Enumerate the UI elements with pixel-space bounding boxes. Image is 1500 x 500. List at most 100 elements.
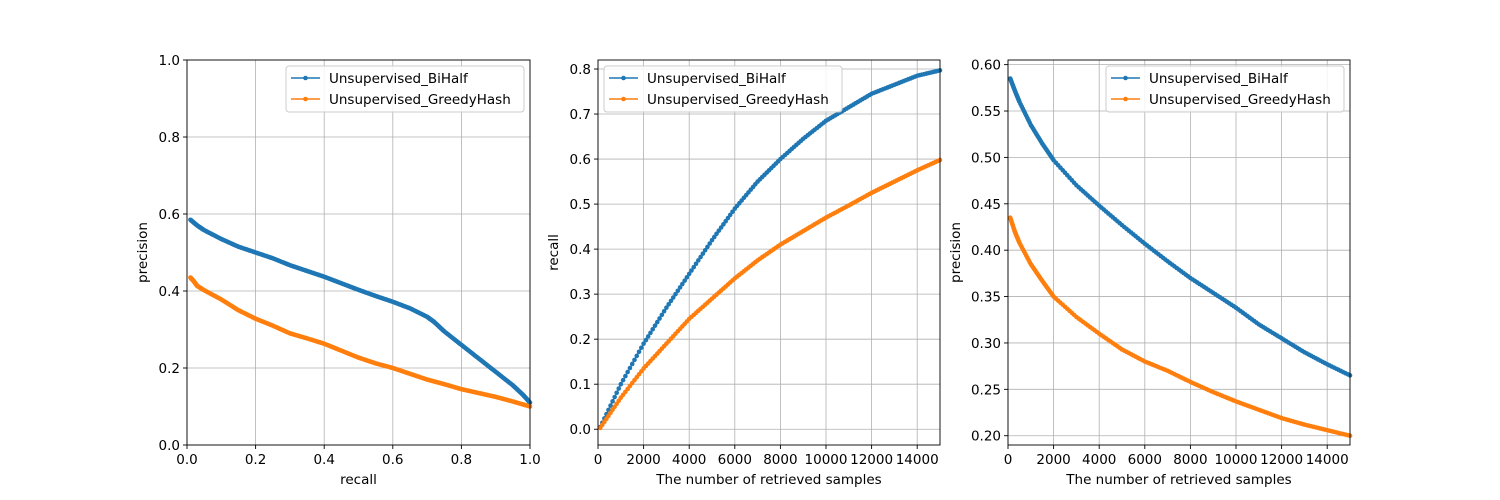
data-point xyxy=(632,357,637,363)
legend-marker xyxy=(621,96,626,102)
data-point xyxy=(668,298,674,304)
series-line xyxy=(599,69,941,428)
x-axis-label: The number of retrieved samples xyxy=(655,472,881,488)
data-point xyxy=(721,222,726,227)
data-point xyxy=(686,271,692,277)
series-greedyhash xyxy=(1007,215,1353,439)
y-tick-label: 0.25 xyxy=(971,382,1001,398)
legend-label: Unsupervised_BiHalf xyxy=(329,71,469,87)
legend: Unsupervised_BiHalf Unsupervised_GreedyHa… xyxy=(285,65,525,113)
y-tick-label: 0.55 xyxy=(971,104,1001,120)
data-point xyxy=(666,301,671,307)
y-tick-label: 0.30 xyxy=(971,336,1001,352)
data-point xyxy=(620,377,626,383)
x-tick-label: 6000 xyxy=(1128,452,1162,468)
y-tick-label: 0.4 xyxy=(570,242,591,258)
y-axis-label: recall xyxy=(546,234,562,271)
legend-marker xyxy=(621,75,626,81)
legend-label: Unsupervised_GreedyHash xyxy=(647,92,829,108)
data-point xyxy=(684,274,690,280)
x-tick-label: 0 xyxy=(594,452,603,468)
y-tick-label: 0.0 xyxy=(570,422,591,438)
axes-frame xyxy=(186,59,531,446)
x-tick-label: 8000 xyxy=(1173,452,1207,468)
x-tick-label: 10000 xyxy=(1215,452,1258,468)
y-tick-label: 0.4 xyxy=(159,284,180,300)
legend-marker xyxy=(1123,75,1128,81)
y-tick-label: 0.3 xyxy=(570,287,591,303)
data-point xyxy=(677,285,683,290)
x-tick-label: 14000 xyxy=(1306,452,1349,468)
data-point xyxy=(680,281,685,287)
x-tick-label: 10000 xyxy=(805,452,848,468)
legend-marker xyxy=(1123,96,1128,102)
series-bihalf xyxy=(188,217,533,405)
data-point xyxy=(614,390,619,396)
x-tick-label: 8000 xyxy=(763,452,797,468)
data-point xyxy=(612,394,617,400)
data-point xyxy=(673,291,678,297)
y-tick-label: 0.2 xyxy=(159,361,180,377)
y-tick-label: 0.20 xyxy=(971,429,1001,445)
legend-marker xyxy=(303,75,308,81)
x-tick-label: 4000 xyxy=(672,452,706,468)
data-point xyxy=(608,403,613,408)
data-point xyxy=(709,237,715,243)
chart-panel-2: 0 2000 4000 6000 8000 10000 12000 14000 0.0 0.1 0.… xyxy=(546,59,943,488)
y-tick-label: 0.2 xyxy=(570,332,591,348)
data-point xyxy=(670,295,676,300)
x-axis-label: recall xyxy=(340,472,377,488)
series-bihalf xyxy=(1007,76,1353,378)
legend-label: Unsupervised_BiHalf xyxy=(647,71,787,87)
y-tick-label: 0.5 xyxy=(570,197,591,213)
data-point xyxy=(705,244,710,250)
x-tick-label: 2000 xyxy=(1036,452,1070,468)
y-tick-label: 0.7 xyxy=(570,107,591,123)
y-tick-label: 0.45 xyxy=(971,197,1001,213)
y-tick-label: 0.60 xyxy=(971,58,1001,74)
x-tick-label: 0.6 xyxy=(382,452,403,468)
data-point xyxy=(625,369,630,375)
y-tick-label: 0.40 xyxy=(971,243,1001,259)
data-point xyxy=(641,341,646,346)
x-tick-label: 4000 xyxy=(1082,452,1116,468)
data-point xyxy=(654,319,660,325)
data-point xyxy=(652,323,658,328)
y-tick-label: 1.0 xyxy=(159,53,180,69)
x-tick-label: 0.4 xyxy=(313,452,334,468)
y-tick-label: 0.0 xyxy=(159,438,180,454)
legend: Unsupervised_BiHalf Unsupervised_GreedyHa… xyxy=(1105,65,1345,113)
series-bihalf xyxy=(597,68,943,430)
axes-frame xyxy=(1007,59,1351,446)
data-point xyxy=(693,261,699,267)
legend-box xyxy=(285,65,525,113)
y-axis-label: precision xyxy=(135,222,151,283)
axes-frame xyxy=(597,59,941,446)
data-point xyxy=(629,361,635,367)
legend-box xyxy=(603,65,843,113)
legend: Unsupervised_BiHalf Unsupervised_GreedyHa… xyxy=(603,65,843,113)
x-tick-label: 12000 xyxy=(850,452,893,468)
data-point xyxy=(648,330,653,336)
data-point xyxy=(700,251,706,256)
data-point xyxy=(661,308,667,314)
data-point xyxy=(636,349,642,355)
chart-panel-1: 0.0 0.2 0.4 0.6 0.8 1.0 0.0 0.2 0.4 0.6 0.8 1.0 reca… xyxy=(135,53,541,488)
data-point xyxy=(643,337,649,343)
data-point xyxy=(702,247,708,253)
data-point xyxy=(696,258,701,263)
y-tick-label: 0.8 xyxy=(570,62,591,78)
y-tick-label: 0.1 xyxy=(570,377,591,393)
y-tick-label: 0.8 xyxy=(159,130,180,146)
data-point xyxy=(707,241,713,246)
legend-label: Unsupervised_BiHalf xyxy=(1149,71,1289,87)
y-tick-label: 0.6 xyxy=(570,152,591,168)
x-tick-label: 0.2 xyxy=(245,452,266,468)
series-greedyhash xyxy=(597,157,943,431)
x-axis-label: The number of retrieved samples xyxy=(1065,472,1291,488)
data-point xyxy=(675,288,681,294)
data-point xyxy=(639,345,644,351)
data-point xyxy=(664,305,669,310)
y-tick-label: 0.6 xyxy=(159,207,180,223)
